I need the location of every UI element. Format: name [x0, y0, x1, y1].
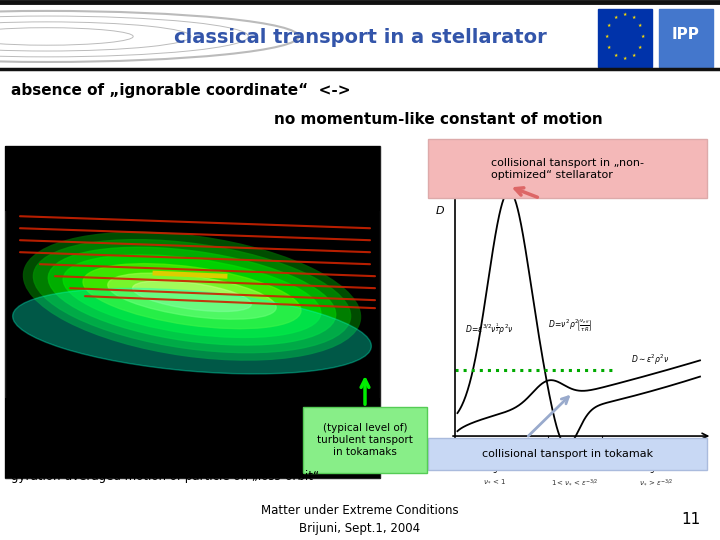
Ellipse shape	[108, 273, 276, 319]
Text: $\nu_*>\epsilon^{-3/2}$: $\nu_*>\epsilon^{-3/2}$	[639, 478, 673, 488]
Ellipse shape	[63, 255, 321, 338]
Text: $D\!=\!\nu^2\rho^2\!\left[\frac{\nu_{eff}}{\tau R}\right]$: $D\!=\!\nu^2\rho^2\!\left[\frac{\nu_{eff…	[548, 318, 593, 334]
Text: ★: ★	[613, 15, 618, 20]
FancyBboxPatch shape	[415, 176, 715, 456]
FancyBboxPatch shape	[303, 407, 427, 473]
Text: Brijuni, Sept.1, 2004: Brijuni, Sept.1, 2004	[300, 522, 420, 535]
FancyBboxPatch shape	[5, 398, 380, 478]
Text: ★: ★	[638, 23, 642, 28]
Text: ★: ★	[607, 45, 611, 50]
Text: absence of „ignorable coordinate“  <->: absence of „ignorable coordinate“ <->	[11, 83, 351, 98]
Text: no momentum-like constant of motion: no momentum-like constant of motion	[274, 112, 603, 127]
FancyBboxPatch shape	[659, 9, 713, 67]
Ellipse shape	[24, 232, 361, 360]
Text: collisional tansport in „non-
optimized“ stellarator: collisional tansport in „non- optimized“…	[491, 158, 644, 180]
Text: ★: ★	[638, 45, 642, 50]
Text: Pfirsch-Schlueter
regime: Pfirsch-Schlueter regime	[624, 453, 688, 472]
Text: (typical level of)
turbulent tansport
in tokamaks: (typical level of) turbulent tansport in…	[317, 423, 413, 457]
Text: Matter under Extreme Conditions: Matter under Extreme Conditions	[261, 504, 459, 517]
FancyBboxPatch shape	[428, 139, 707, 198]
Text: $D\!=\!\epsilon^{3/2}\nu^{\frac{1}{2}}\rho^2\nu$: $D\!=\!\epsilon^{3/2}\nu^{\frac{1}{2}}\r…	[465, 322, 513, 337]
FancyBboxPatch shape	[428, 438, 707, 470]
Text: ★: ★	[604, 34, 609, 39]
Ellipse shape	[132, 281, 251, 312]
FancyBboxPatch shape	[5, 146, 380, 211]
Text: $D\sim\epsilon^2\rho^2\nu$: $D\sim\epsilon^2\rho^2\nu$	[631, 352, 670, 367]
Text: IPP: IPP	[672, 28, 700, 43]
Text: 11: 11	[682, 512, 701, 527]
Text: $1<\nu_*<\epsilon^{-3/2}$: $1<\nu_*<\epsilon^{-3/2}$	[552, 478, 599, 488]
Text: ★: ★	[622, 56, 627, 61]
Text: gmbR1.223: gmbR1.223	[338, 463, 370, 468]
Text: $\nu_*<1$: $\nu_*<1$	[483, 478, 505, 485]
FancyBboxPatch shape	[5, 146, 380, 478]
Text: collisional tansport in tokamak: collisional tansport in tokamak	[482, 449, 653, 459]
Text: D: D	[436, 206, 445, 216]
Text: Plateau regime: Plateau regime	[546, 453, 604, 462]
Ellipse shape	[13, 288, 372, 374]
Text: ★: ★	[631, 15, 636, 20]
Text: ★: ★	[607, 23, 611, 28]
Text: Banana
regime: Banana regime	[485, 453, 513, 472]
Text: ★: ★	[631, 53, 636, 58]
Ellipse shape	[48, 247, 336, 345]
Text: gyration-averaged motion of particle on „loss-orbit“: gyration-averaged motion of particle on …	[11, 470, 319, 483]
Text: ★: ★	[640, 34, 645, 39]
Ellipse shape	[33, 240, 351, 353]
FancyBboxPatch shape	[598, 9, 652, 67]
Text: ★: ★	[622, 12, 627, 17]
Text: classical transport in a stellarator: classical transport in a stellarator	[174, 29, 546, 48]
Text: ★: ★	[613, 53, 618, 58]
Ellipse shape	[83, 264, 301, 329]
